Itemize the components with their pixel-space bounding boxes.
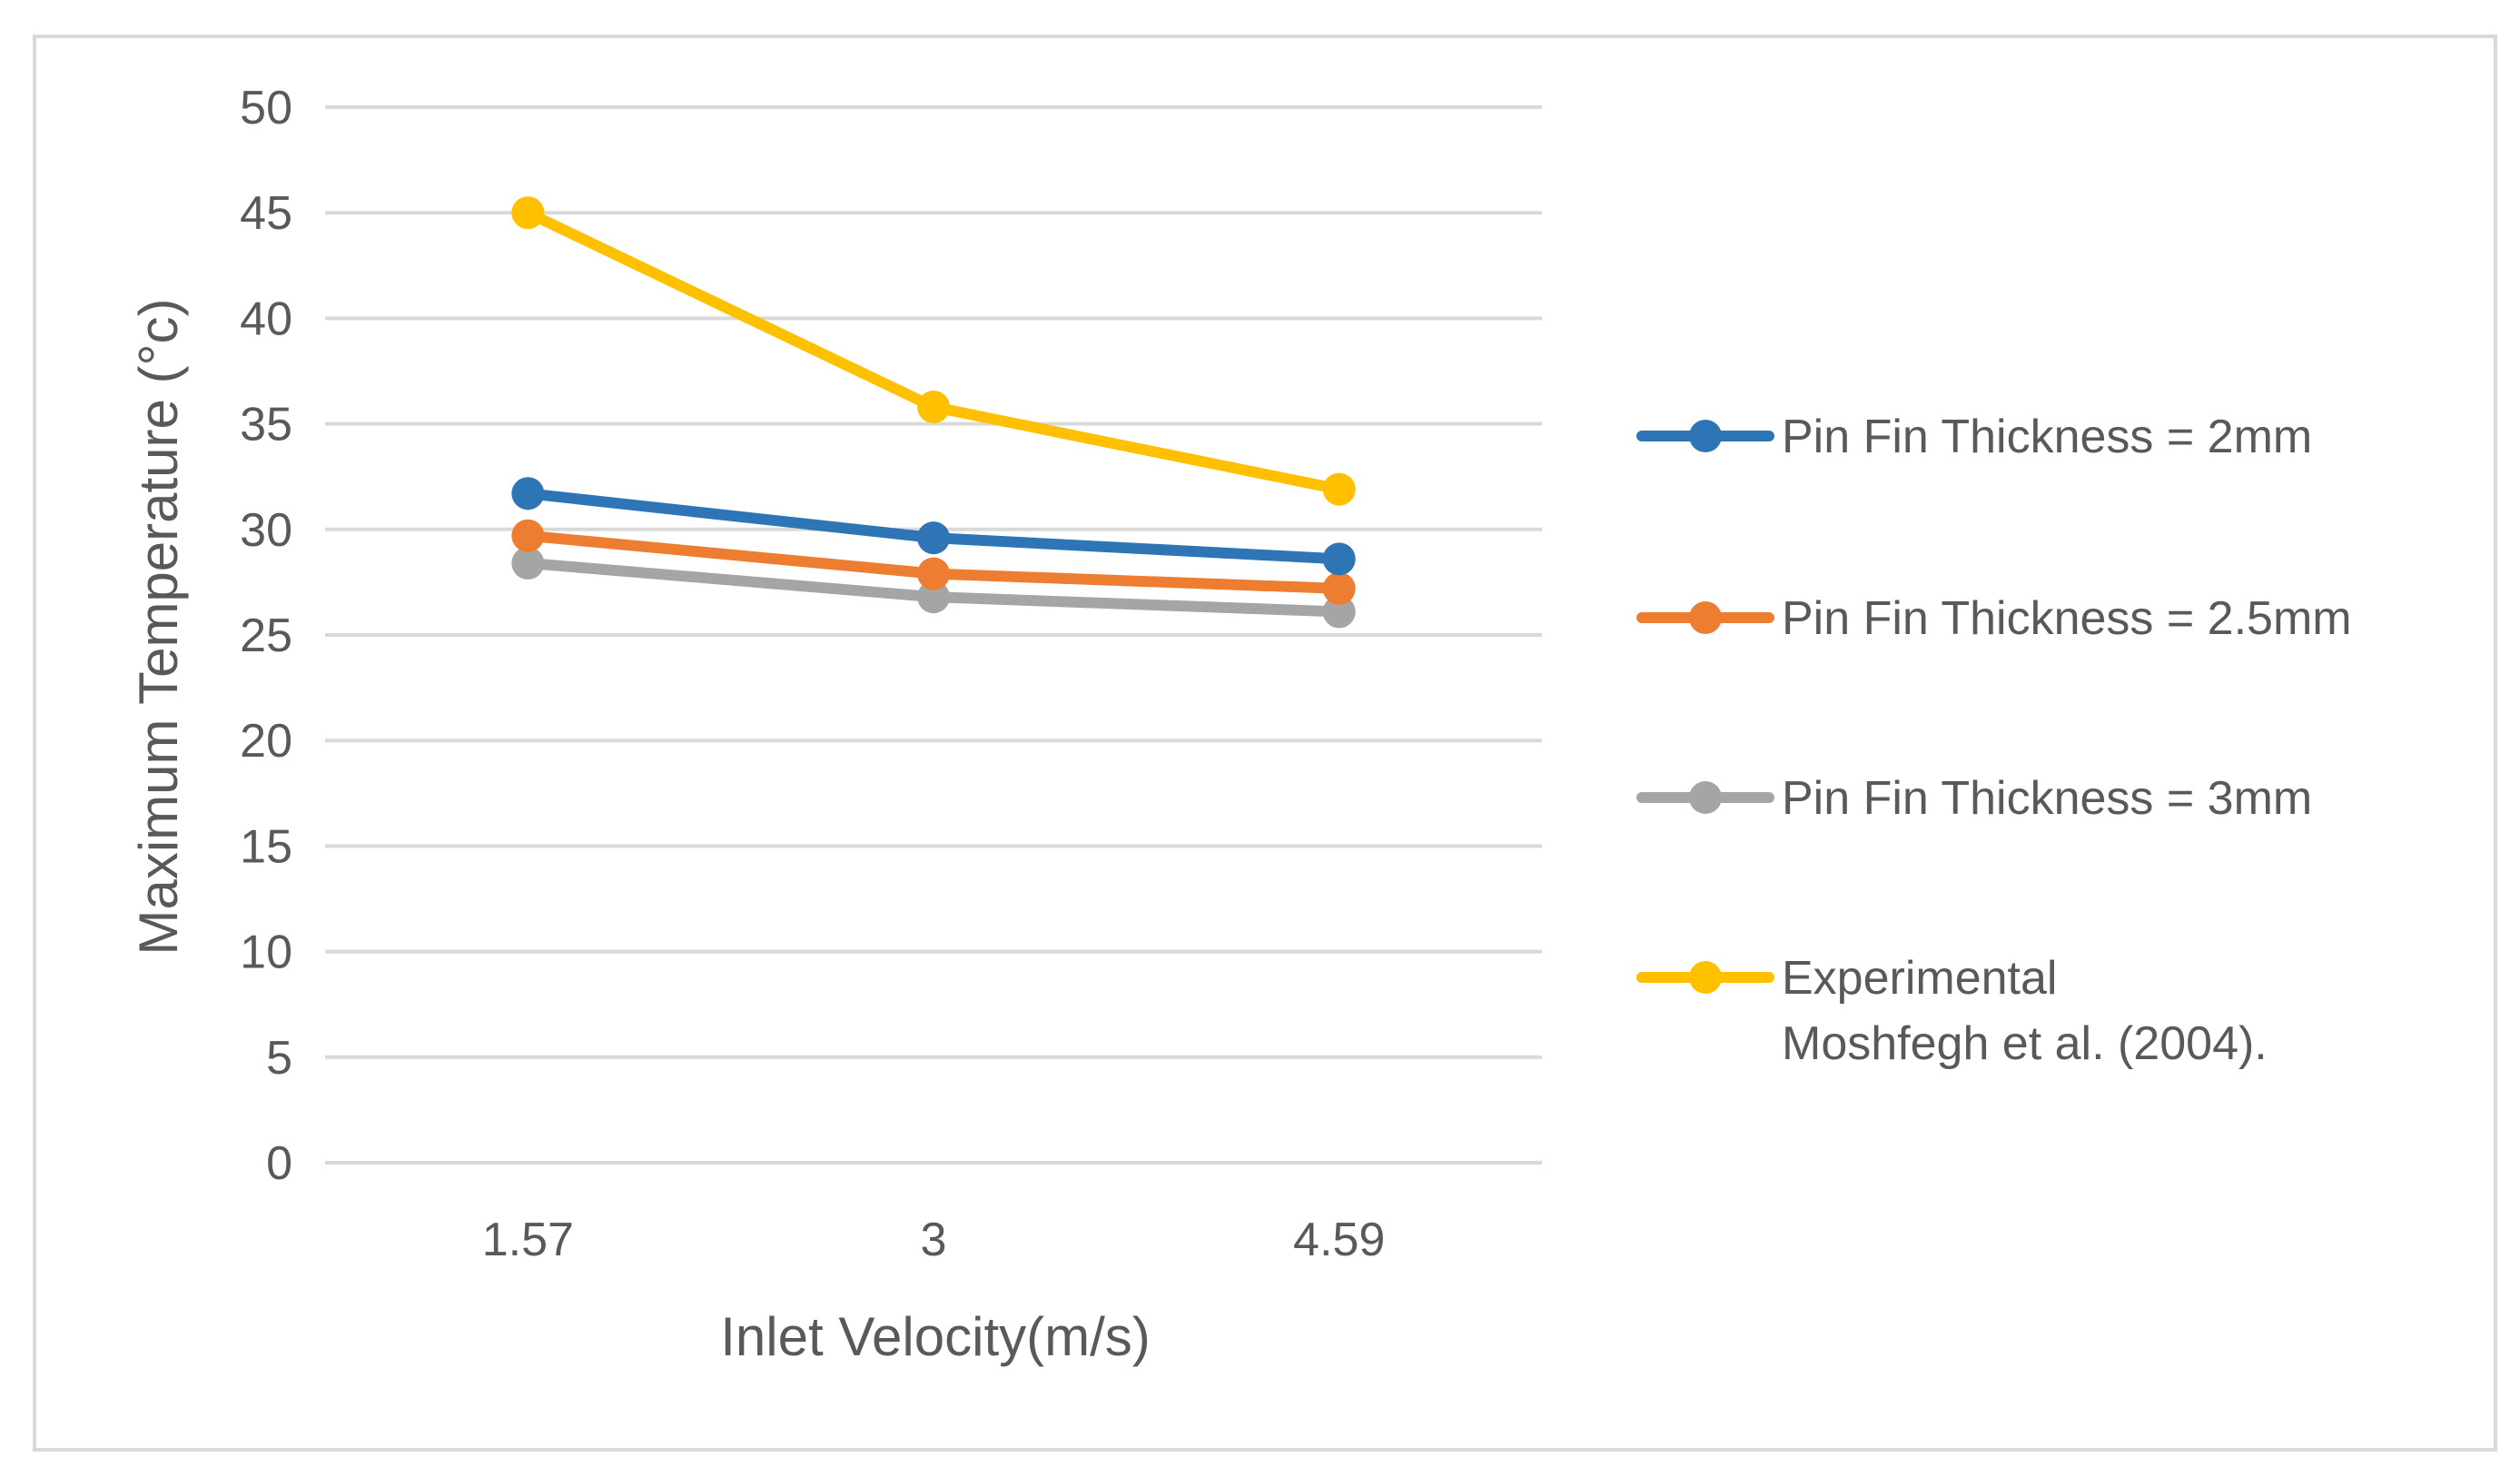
y-tick-label: 15 [240, 820, 292, 873]
data-point [511, 546, 545, 580]
series-2 [511, 519, 1356, 605]
chart-background [33, 35, 2497, 1452]
data-point [511, 196, 545, 230]
y-tick-label: 50 [240, 82, 292, 134]
legend-marker [1689, 601, 1722, 634]
data-point [1322, 472, 1356, 506]
y-tick-label: 20 [240, 715, 292, 768]
y-tick-label: 40 [240, 292, 292, 345]
legend: Pin Fin Thickness = 2mm Pin Fin Thickness… [1636, 411, 2352, 1070]
legend-marker [1689, 961, 1722, 994]
y-tick-label: 30 [240, 504, 292, 557]
data-point [511, 519, 545, 552]
legend-entry-1: Pin Fin Thickness = 2mm [1636, 411, 2312, 463]
x-tick-label: 3 [921, 1214, 947, 1266]
legend-label: Moshfegh et al. (2004). [1782, 1017, 2268, 1070]
y-tick-label: 0 [266, 1137, 292, 1190]
data-point [917, 580, 950, 614]
series-4 [511, 196, 1356, 506]
legend-entry-3: Pin Fin Thickness = 3mm [1636, 772, 2312, 825]
data-point [1322, 542, 1356, 576]
y-tick-label: 45 [240, 187, 292, 240]
data-point [1322, 571, 1356, 605]
y-axis-title: Maximum Temperature (°c) [128, 298, 189, 955]
legend-label: Experimental [1782, 952, 2057, 1005]
data-series [511, 196, 1356, 629]
data-point [1322, 595, 1356, 629]
series-3 [511, 546, 1356, 629]
x-tick-label: 4.59 [1293, 1214, 1385, 1266]
y-tick-label: 5 [266, 1032, 292, 1085]
x-axis-tick-labels: 1.57 3 4.59 [482, 1214, 1386, 1266]
series-1 [511, 477, 1356, 576]
legend-label: Pin Fin Thickness = 3mm [1782, 772, 2312, 825]
x-axis-title: Inlet Velocity(m/s) [720, 1306, 1150, 1367]
x-tick-label: 1.57 [482, 1214, 574, 1266]
legend-marker [1689, 781, 1722, 814]
legend-label: Pin Fin Thickness = 2mm [1782, 411, 2312, 463]
data-point [917, 521, 950, 555]
legend-entry-2: Pin Fin Thickness = 2.5mm [1636, 592, 2352, 645]
data-point [917, 391, 950, 424]
y-axis-tick-labels: 0 5 10 15 20 25 30 35 40 45 50 [240, 82, 292, 1190]
y-tick-label: 10 [240, 927, 292, 979]
legend-entry-4: Experimental Moshfegh et al. (2004). [1636, 952, 2268, 1070]
data-point [917, 557, 950, 590]
legend-marker [1689, 420, 1722, 452]
y-tick-label: 25 [240, 610, 292, 662]
legend-label: Pin Fin Thickness = 2.5mm [1782, 592, 2352, 645]
data-point [511, 477, 545, 511]
y-tick-label: 35 [240, 399, 292, 451]
